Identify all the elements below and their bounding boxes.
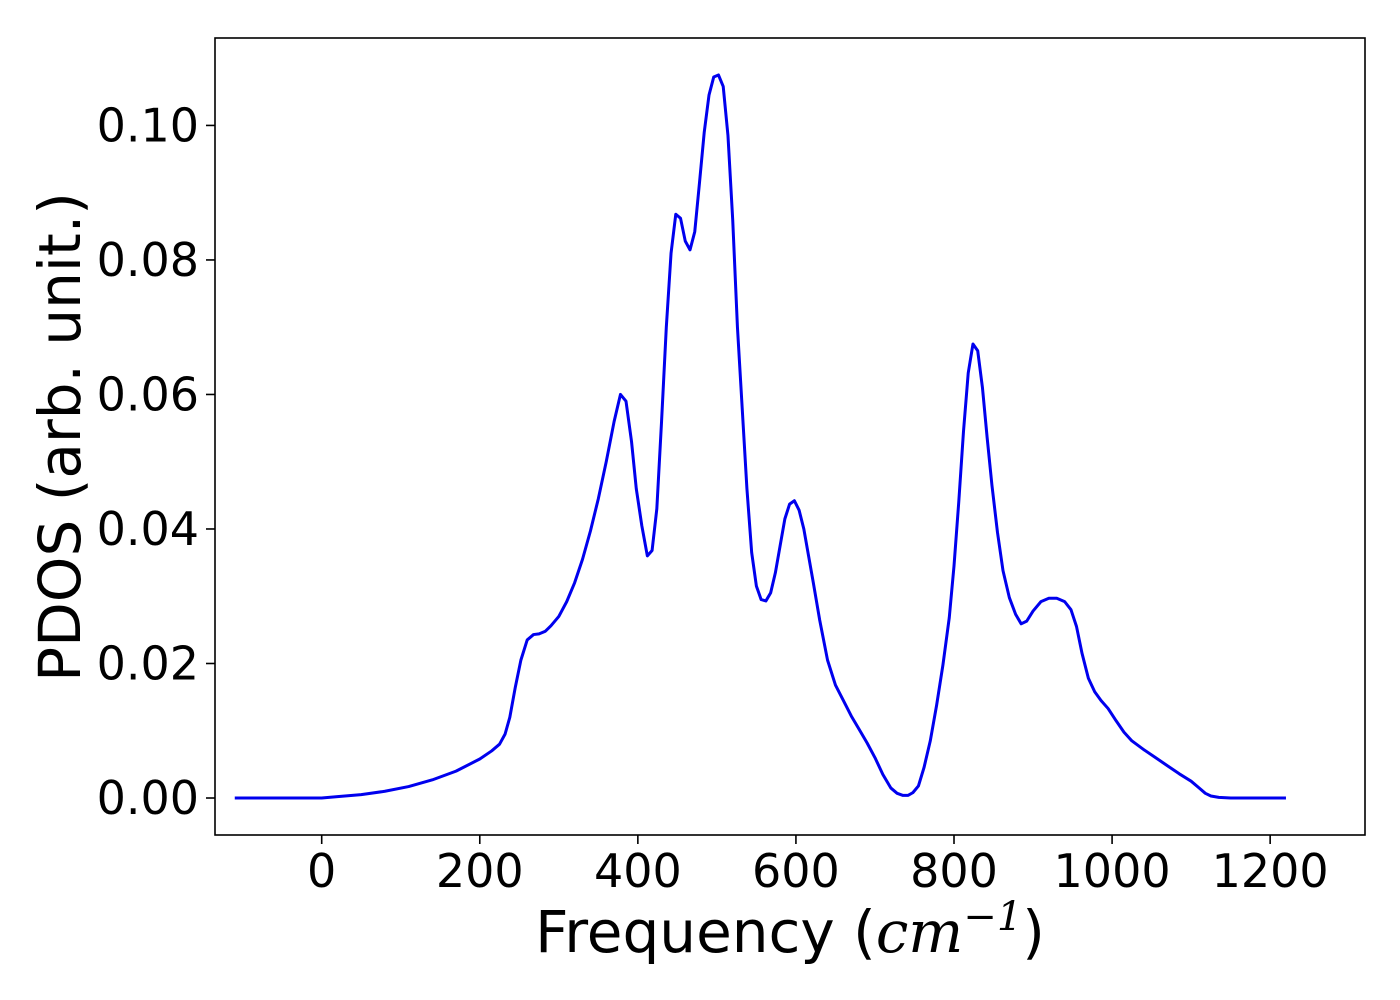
- y-axis-ticks: 0.00 0.02 0.04 0.06 0.08 0.10: [97, 98, 215, 825]
- x-tick-label: 800: [910, 844, 998, 898]
- x-axis-label-text: Frequency: [535, 898, 835, 966]
- plot-content: [234, 73, 1286, 800]
- y-tick-label: 0.10: [97, 98, 199, 152]
- x-tick-label: 400: [594, 844, 682, 898]
- y-tick-label: 0.02: [97, 636, 199, 690]
- y-tick-label: 0.00: [97, 771, 199, 825]
- y-tick-label: 0.04: [97, 502, 199, 556]
- x-tick-label: 200: [436, 844, 524, 898]
- y-tick-label: 0.06: [97, 367, 199, 421]
- x-axis-label: Frequency (cm−1): [535, 894, 1045, 966]
- x-tick-label: 0: [307, 844, 336, 898]
- plot-frame: [214, 37, 1366, 836]
- series-line-0: [234, 73, 1286, 800]
- x-axis-ticks: 0 200 400 600 800 1000 1200: [307, 835, 1329, 898]
- x-tick-label: 1200: [1212, 844, 1329, 898]
- y-axis-label: PDOS (arb. unit.): [26, 192, 94, 682]
- x-axis-unit-exponent: −1: [963, 894, 1022, 940]
- y-tick-label: 0.08: [97, 233, 199, 287]
- x-axis-unit: cm: [876, 898, 963, 966]
- x-tick-label: 600: [752, 844, 840, 898]
- x-tick-label: 1000: [1054, 844, 1171, 898]
